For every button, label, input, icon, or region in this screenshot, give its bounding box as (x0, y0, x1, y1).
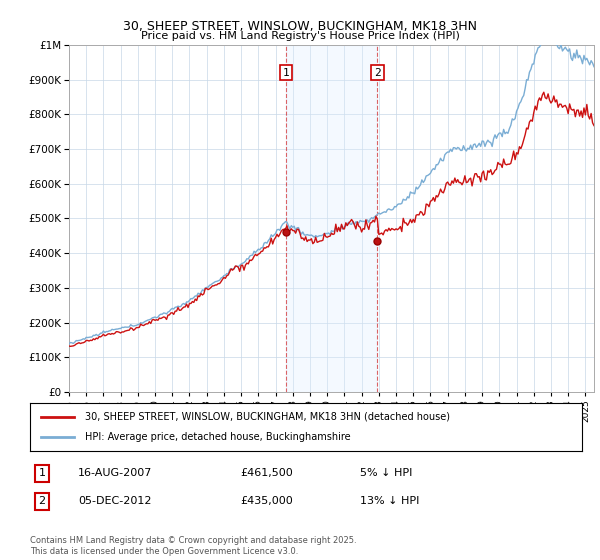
Bar (286, 45, 377, 392)
Text: 16-AUG-2007: 16-AUG-2007 (78, 468, 152, 478)
Text: 1: 1 (283, 68, 290, 78)
Text: 1: 1 (38, 468, 46, 478)
Text: 30, SHEEP STREET, WINSLOW, BUCKINGHAM, MK18 3HN (detached house): 30, SHEEP STREET, WINSLOW, BUCKINGHAM, M… (85, 412, 450, 422)
Text: £461,500: £461,500 (240, 468, 293, 478)
Text: 2: 2 (38, 496, 46, 506)
Text: 5% ↓ HPI: 5% ↓ HPI (360, 468, 412, 478)
Text: 30, SHEEP STREET, WINSLOW, BUCKINGHAM, MK18 3HN: 30, SHEEP STREET, WINSLOW, BUCKINGHAM, M… (123, 20, 477, 32)
Text: 2: 2 (374, 68, 381, 78)
Text: 05-DEC-2012: 05-DEC-2012 (78, 496, 151, 506)
Text: Contains HM Land Registry data © Crown copyright and database right 2025.
This d: Contains HM Land Registry data © Crown c… (30, 536, 356, 556)
Text: HPI: Average price, detached house, Buckinghamshire: HPI: Average price, detached house, Buck… (85, 432, 351, 442)
Text: £435,000: £435,000 (240, 496, 293, 506)
Text: Price paid vs. HM Land Registry's House Price Index (HPI): Price paid vs. HM Land Registry's House … (140, 31, 460, 41)
Text: 13% ↓ HPI: 13% ↓ HPI (360, 496, 419, 506)
